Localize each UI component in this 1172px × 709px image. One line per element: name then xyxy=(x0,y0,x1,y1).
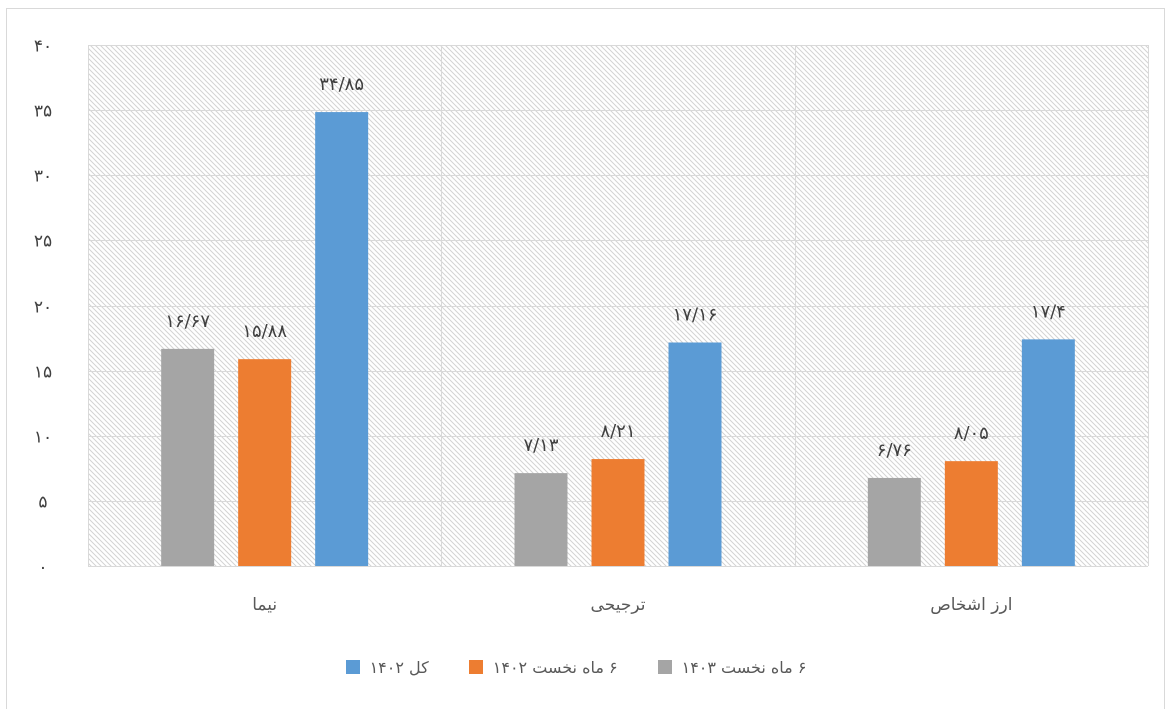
y-tick-label-1: ۰ xyxy=(38,558,47,578)
legend-swatch-series-1 xyxy=(657,660,672,674)
legend-swatch-series-2 xyxy=(468,660,483,674)
category-label-3: ارز اشخاص xyxy=(930,595,1012,615)
bar-group-2-series-3 xyxy=(668,342,722,566)
legend-swatch-series-3 xyxy=(345,660,360,674)
data-label-group-3-series-1: ۶/۷۶ xyxy=(877,440,912,461)
data-label-group-3-series-3: ۱۷/۴ xyxy=(1031,301,1066,322)
bar-group-1-series-2 xyxy=(238,359,292,566)
y-tick-label-5: ۲۰ xyxy=(34,298,52,318)
category-axis-labels: نیما ترجیحی ارز اشخاص xyxy=(252,595,1012,615)
bar-group-3-series-3 xyxy=(1021,339,1075,566)
y-tick-label-8: ۳۵ xyxy=(34,102,52,122)
y-tick-label-3: ۱۰ xyxy=(34,428,52,448)
category-label-1: نیما xyxy=(252,595,277,615)
bar-group-3-series-2 xyxy=(944,461,998,566)
data-label-group-1-series-2: ۱۵/۸۸ xyxy=(242,321,287,342)
data-label-group-2-series-1: ۷/۱۳ xyxy=(523,435,558,456)
data-label-group-3-series-2: ۸/۰۵ xyxy=(954,423,989,444)
y-tick-label-9: ۴۰ xyxy=(34,37,52,57)
y-axis-labels: ۰ ۵ ۱۰ ۱۵ ۲۰ ۲۵ ۳۰ ۳۵ ۴۰ xyxy=(34,37,52,578)
bar-group-1-series-1 xyxy=(161,348,215,566)
data-label-group-1-series-3: ۳۴/۸۵ xyxy=(319,74,364,95)
y-tick-label-6: ۲۵ xyxy=(34,232,52,252)
legend-label-series-3: کل ۱۴۰۲ xyxy=(369,657,429,677)
data-label-group-1-series-1: ۱۶/۶۷ xyxy=(165,311,210,332)
bars xyxy=(161,112,1075,567)
bar-group-2-series-2 xyxy=(591,459,645,566)
y-tick-label-4: ۱۵ xyxy=(34,363,52,383)
legend-label-series-2: ۶ ماه نخست ۱۴۰۲ xyxy=(492,657,618,677)
bar-group-2-series-1 xyxy=(514,473,568,566)
bar-group-1-series-3 xyxy=(315,112,369,567)
legend-label-series-1: ۶ ماه نخست ۱۴۰۳ xyxy=(681,657,807,677)
category-label-2: ترجیحی xyxy=(591,595,646,615)
legend-item-series-1: ۶ ماه نخست ۱۴۰۳ xyxy=(657,657,807,677)
chart-frame xyxy=(6,8,1165,709)
data-labels: ۱۶/۶۷ ۱۵/۸۸ ۳۴/۸۵ ۷/۱۳ ۸/۲۱ ۱۷/۱۶ ۶/۷۶ ۸/۰۵ ۱۷/۴ xyxy=(165,74,1066,461)
data-label-group-2-series-3: ۱۷/۱۶ xyxy=(673,304,718,325)
bar-group-3-series-1 xyxy=(867,477,921,566)
legend: کل ۱۴۰۲ ۶ ماه نخست ۱۴۰۲ ۶ ماه نخست ۱۴۰۳ xyxy=(0,654,1152,680)
legend-item-series-3: کل ۱۴۰۲ xyxy=(345,657,429,677)
data-label-group-2-series-2: ۸/۲۱ xyxy=(600,421,635,442)
y-tick-label-2: ۵ xyxy=(38,493,47,513)
legend-item-series-2: ۶ ماه نخست ۱۴۰۲ xyxy=(468,657,618,677)
y-tick-label-7: ۳۰ xyxy=(34,167,52,187)
